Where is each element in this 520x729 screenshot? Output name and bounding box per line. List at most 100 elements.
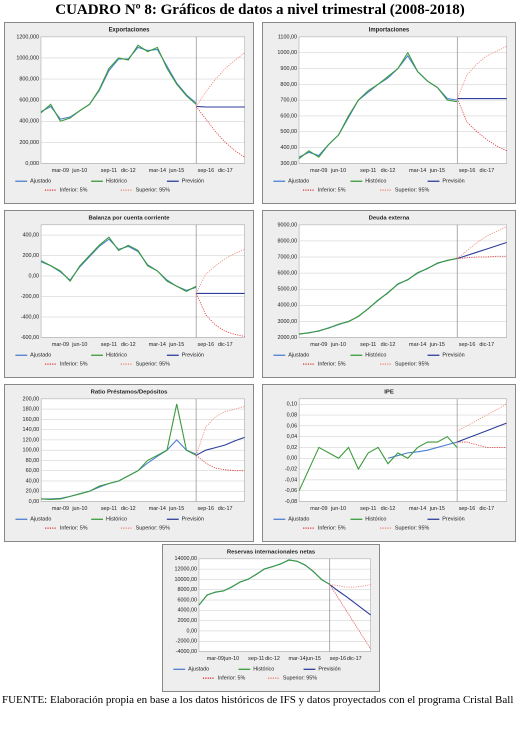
y-tick-label: 8000,00	[177, 587, 197, 593]
chart: Exportaciones 0,000 200,000 400,000 600,000 8…	[15, 27, 245, 194]
x-tick-label: mar-14	[409, 342, 426, 348]
x-tick-label: sep-11	[101, 168, 117, 174]
y-tick-label: 0,00	[287, 456, 298, 462]
x-tick-label: jun-15	[168, 506, 184, 512]
x-tick-label: mar-09	[310, 342, 327, 348]
x-tick-label: jun-10	[71, 342, 87, 348]
series-line	[457, 441, 507, 448]
y-tick-label: 0,04	[287, 434, 298, 440]
x-tick-label: jun-10	[223, 656, 239, 662]
x-tick-label: sep-11	[360, 506, 376, 512]
x-tick-label: sep-16	[459, 342, 476, 348]
y-tick-label: 900,00	[280, 66, 297, 72]
x-tick-label: mar-14	[149, 506, 166, 512]
y-tick-label: 6000,00	[277, 271, 297, 277]
x-tick-label: mar-14	[149, 342, 166, 348]
legend-label: Histórico	[253, 667, 274, 673]
legend-label: Histórico	[106, 179, 127, 185]
x-tick-label: dic-12	[121, 342, 136, 348]
y-tick-label: 200,00	[22, 253, 39, 259]
y-tick-label: 3000,00	[277, 319, 297, 325]
series-line	[195, 406, 245, 456]
series-line	[456, 45, 507, 99]
y-tick-label: 1100,00	[278, 34, 297, 40]
chart-panel: Deuda externa 2000,00 3000,00 4000,00 5000,0…	[262, 210, 516, 378]
legend-label: Inferior: 5%	[60, 526, 88, 532]
y-tick-label: 5000,00	[277, 287, 297, 293]
x-tick-label: sep-11	[360, 342, 376, 348]
x-tick-label: mar-09	[207, 656, 224, 662]
x-tick-label: dic-17	[347, 656, 362, 662]
y-tick-label: 100,00	[23, 448, 40, 454]
series-line	[195, 52, 245, 107]
series-line	[195, 436, 245, 456]
x-tick-label: jun-10	[71, 506, 87, 512]
y-tick-label: 400,00	[280, 145, 297, 151]
series-line	[198, 559, 331, 606]
y-tick-label: 1000,000	[16, 55, 39, 61]
y-tick-label: 0,00	[186, 628, 197, 634]
x-tick-label: dic-12	[121, 506, 136, 512]
y-tick-label: 300,00	[280, 161, 297, 167]
x-tick-label: dic-12	[121, 168, 136, 174]
series-line	[329, 584, 371, 650]
y-tick-label: 40,00	[26, 478, 40, 484]
y-tick-label: 180,00	[23, 407, 40, 413]
chart-panel: Importaciones 300,00 400,00 500,00 600,00 700…	[262, 22, 516, 204]
y-tick-label: 700,00	[280, 98, 297, 104]
x-tick-label: sep-16	[198, 342, 215, 348]
legend-label: Superior: 95%	[136, 188, 171, 194]
y-tick-label: 120,00	[23, 437, 40, 443]
y-tick-label: -0,08	[285, 499, 297, 505]
x-tick-label: mar-14	[289, 656, 306, 662]
x-tick-label: jun-15	[168, 168, 184, 174]
y-tick-label: 80,00	[26, 458, 40, 464]
series-line	[457, 255, 507, 260]
y-tick-label: 140,00	[23, 427, 40, 433]
series-line	[298, 51, 458, 160]
x-tick-label: jun-10	[330, 168, 346, 174]
x-tick-label: mar-09	[310, 168, 327, 174]
plot-area	[40, 224, 245, 338]
x-tick-label: dic-12	[381, 342, 396, 348]
x-tick-label: mar-14	[409, 168, 426, 174]
legend-label: Histórico	[365, 179, 386, 185]
series-line	[40, 46, 197, 120]
legend-label: Ajustado	[30, 517, 51, 523]
y-tick-label: 800,000	[19, 76, 39, 82]
chart-title: Balanza por cuenta corriente	[88, 215, 170, 221]
series-line	[196, 105, 245, 108]
y-tick-label: 8000,00	[277, 238, 297, 244]
y-tick-label: 4000,00	[277, 303, 297, 309]
y-tick-label: 1000,00	[277, 50, 297, 56]
legend-label: Inferior: 5%	[318, 362, 346, 368]
x-tick-label: dic-17	[218, 506, 233, 512]
x-tick-label: jun-10	[330, 506, 346, 512]
y-tick-label: 0,00	[29, 273, 40, 279]
x-tick-label: jun-15	[429, 342, 445, 348]
legend-label: Previsión	[182, 353, 204, 359]
legend-label: Histórico	[106, 353, 127, 359]
chart-panel: Ratio Préstamos/Depósitos 0,00 20,00 40,00 6…	[4, 384, 254, 542]
y-tick-label: 2000,00	[277, 335, 297, 341]
plot-area	[198, 558, 371, 652]
chart-panel: Reservas internacionales netas -4000,00 -2…	[162, 544, 380, 692]
series-line	[195, 106, 245, 158]
chart: Balanza por cuenta corriente -600,00 -400,…	[15, 215, 245, 368]
x-tick-label: mar-14	[409, 506, 426, 512]
y-tick-label: 0,08	[287, 412, 298, 418]
series-line	[298, 435, 458, 491]
x-tick-label: sep-16	[197, 506, 214, 512]
series-line	[195, 454, 245, 472]
series-line	[457, 242, 507, 260]
y-tick-label: 0,02	[287, 445, 298, 451]
legend-label: Previsión	[442, 517, 464, 523]
y-tick-label: 400,000	[19, 119, 39, 125]
x-tick-label: dic-12	[381, 506, 396, 512]
y-tick-label: -4000,00	[176, 649, 197, 655]
chart-panel: Exportaciones 0,000 200,000 400,000 600,000 8…	[4, 22, 254, 204]
x-tick-label: sep-11	[101, 506, 117, 512]
chart-title: Ratio Préstamos/Depósitos	[91, 389, 169, 395]
series-line	[41, 403, 197, 500]
